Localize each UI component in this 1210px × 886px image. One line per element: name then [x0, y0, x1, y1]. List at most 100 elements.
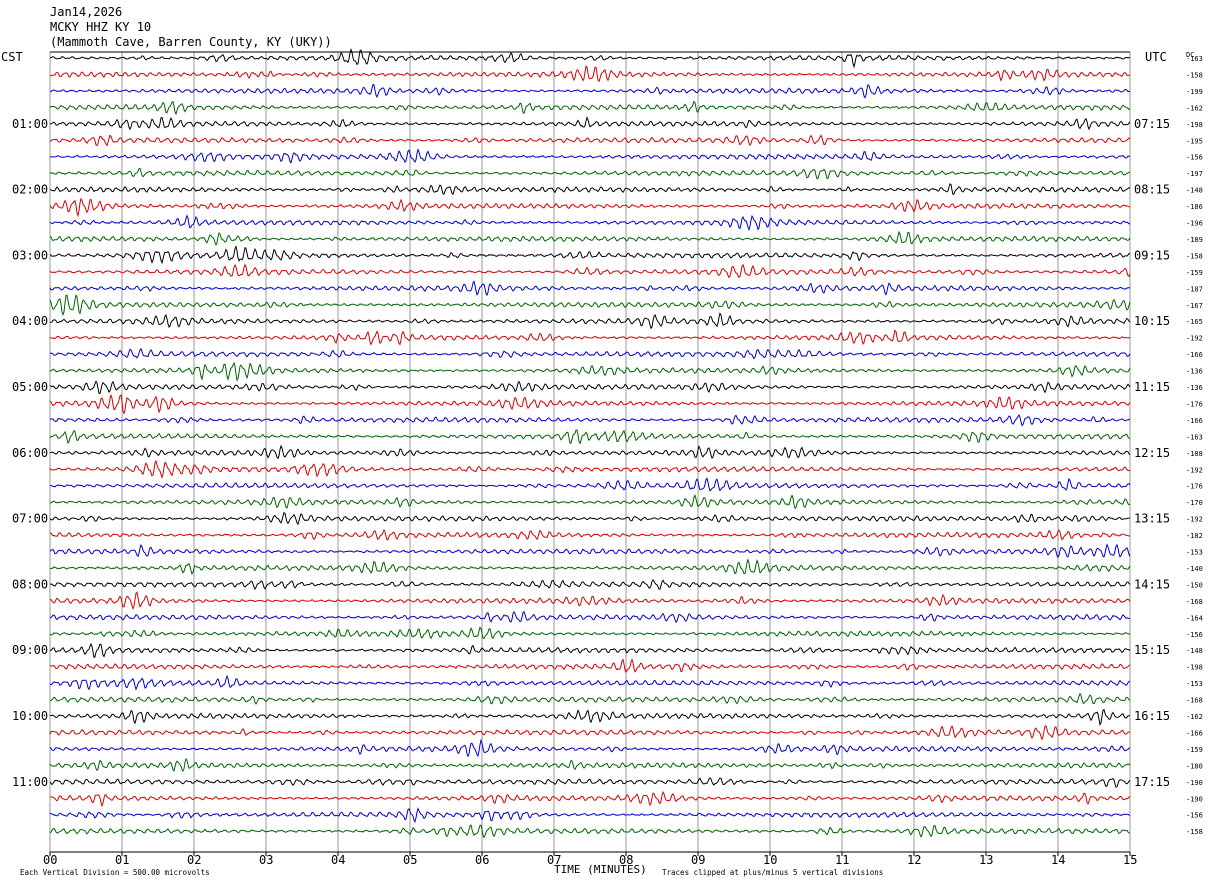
trace-row-42: [49, 724, 1131, 741]
dc-offset-label: -167: [1186, 302, 1203, 310]
trace-row-35: [49, 610, 1131, 623]
trace-row-43: [49, 738, 1131, 758]
trace-row-18: [49, 329, 1131, 346]
trace-row-38: [49, 658, 1131, 674]
trace-row-48: [49, 824, 1131, 839]
trace-row-2: [49, 65, 1131, 83]
dc-offset-label: -158: [1186, 828, 1203, 836]
dc-offset-label: -189: [1186, 236, 1203, 244]
x-tick-label: 06: [475, 853, 489, 867]
trace-row-14: [49, 263, 1131, 279]
x-tick-label: 05: [403, 853, 417, 867]
x-tick-label: 09: [691, 853, 705, 867]
left-hour-label: 02:00: [12, 183, 48, 197]
trace-row-17: [49, 312, 1131, 330]
dc-offset-label: -163: [1186, 433, 1203, 441]
station-date: Jan14,2026: [50, 5, 122, 19]
x-tick-label: 00: [43, 853, 57, 867]
dc-offset-label: -198: [1186, 121, 1203, 129]
x-tick-label: 03: [259, 853, 273, 867]
trace-row-36: [49, 626, 1131, 640]
trace-row-16: [49, 293, 1131, 317]
trace-row-39: [49, 674, 1131, 691]
right-hour-label: 17:15: [1134, 775, 1170, 789]
dc-offset-label: -156: [1186, 812, 1203, 820]
trace-row-31: [49, 543, 1131, 559]
trace-row-5: [49, 116, 1131, 131]
trace-row-32: [49, 558, 1131, 576]
dc-offset-label: -187: [1186, 285, 1203, 293]
dc-offset-label: -197: [1186, 170, 1203, 178]
trace-row-4: [49, 100, 1131, 116]
dc-offset-label: -165: [1186, 318, 1203, 326]
dc-offset-label: -158: [1186, 252, 1203, 260]
trace-row-23: [49, 413, 1131, 427]
x-tick-label: 04: [331, 853, 345, 867]
dc-offset-label: -190: [1186, 779, 1203, 787]
trace-row-6: [49, 134, 1131, 147]
trace-row-25: [49, 444, 1131, 460]
left-hour-label: 01:00: [12, 117, 48, 131]
trace-row-27: [49, 477, 1131, 492]
x-tick-label: 14: [1051, 853, 1065, 867]
dc-offset-label: -159: [1186, 269, 1203, 277]
trace-row-3: [49, 83, 1131, 99]
right-timezone-label: UTC: [1145, 50, 1167, 64]
x-tick-label: 01: [115, 853, 129, 867]
dc-offset-label: -192: [1186, 466, 1203, 474]
trace-row-26: [49, 459, 1131, 480]
x-tick-label: 11: [835, 853, 849, 867]
left-timezone-label: CST: [1, 50, 23, 64]
trace-row-34: [49, 591, 1131, 611]
dc-offset-label: -162: [1186, 104, 1203, 112]
dc-offset-label: -164: [1186, 614, 1203, 622]
trace-row-47: [49, 807, 1131, 823]
trace-row-44: [49, 757, 1131, 773]
right-hour-label: 07:15: [1134, 117, 1170, 131]
dc-offset-label: -188: [1186, 450, 1203, 458]
dc-offset-label: -182: [1186, 532, 1203, 540]
trace-row-8: [49, 167, 1131, 180]
trace-row-21: [49, 380, 1131, 394]
trace-row-46: [49, 790, 1131, 808]
trace-row-37: [49, 642, 1131, 659]
dc-offset-label: -176: [1186, 483, 1203, 491]
x-tick-label: 12: [907, 853, 921, 867]
dc-offset-label: -170: [1186, 499, 1203, 507]
trace-row-19: [49, 347, 1131, 360]
left-hour-label: 04:00: [12, 314, 48, 328]
x-tick-label: 10: [763, 853, 777, 867]
dc-offset-label: -192: [1186, 516, 1203, 524]
trace-row-40: [49, 692, 1131, 706]
left-hour-label: 03:00: [12, 248, 48, 262]
dc-offset-label: -136: [1186, 368, 1203, 376]
dc-offset-label: -159: [1186, 746, 1203, 754]
left-hour-label: 05:00: [12, 380, 48, 394]
trace-row-1: [49, 48, 1131, 69]
right-hour-label: 15:15: [1134, 643, 1170, 657]
dc-offset-label: -180: [1186, 762, 1203, 770]
right-hour-label: 10:15: [1134, 314, 1170, 328]
scale-footer: Each Vertical Division = 500.00 microvol…: [20, 868, 210, 877]
left-hour-labels: 01:00 02:00 03:00 04:00 05:00 06:00 07:00 08:00…: [12, 117, 48, 789]
trace-row-28: [49, 494, 1131, 510]
dc-offset-label: -150: [1186, 581, 1203, 589]
dc-offset-labels: -163 -158 -199 -162 -198 -195 -156 -197 -148 -186…: [1186, 55, 1203, 836]
trace-row-45: [49, 777, 1131, 788]
dc-offset-label: -166: [1186, 351, 1203, 359]
x-tick-label: 07: [547, 853, 561, 867]
trace-row-29: [49, 512, 1131, 526]
dc-offset-label: -196: [1186, 220, 1203, 228]
dc-offset-label: -186: [1186, 203, 1203, 211]
dc-offset-label: -192: [1186, 335, 1203, 343]
right-hour-label: 08:15: [1134, 183, 1170, 197]
dc-offset-label: -153: [1186, 680, 1203, 688]
trace-row-7: [49, 148, 1131, 164]
trace-row-12: [49, 230, 1131, 247]
dc-offset-label: -153: [1186, 549, 1203, 557]
dc-offset-label: -190: [1186, 795, 1203, 803]
dc-offset-label: -166: [1186, 729, 1203, 737]
trace-row-11: [49, 214, 1131, 231]
x-tick-label: 15: [1123, 853, 1137, 867]
